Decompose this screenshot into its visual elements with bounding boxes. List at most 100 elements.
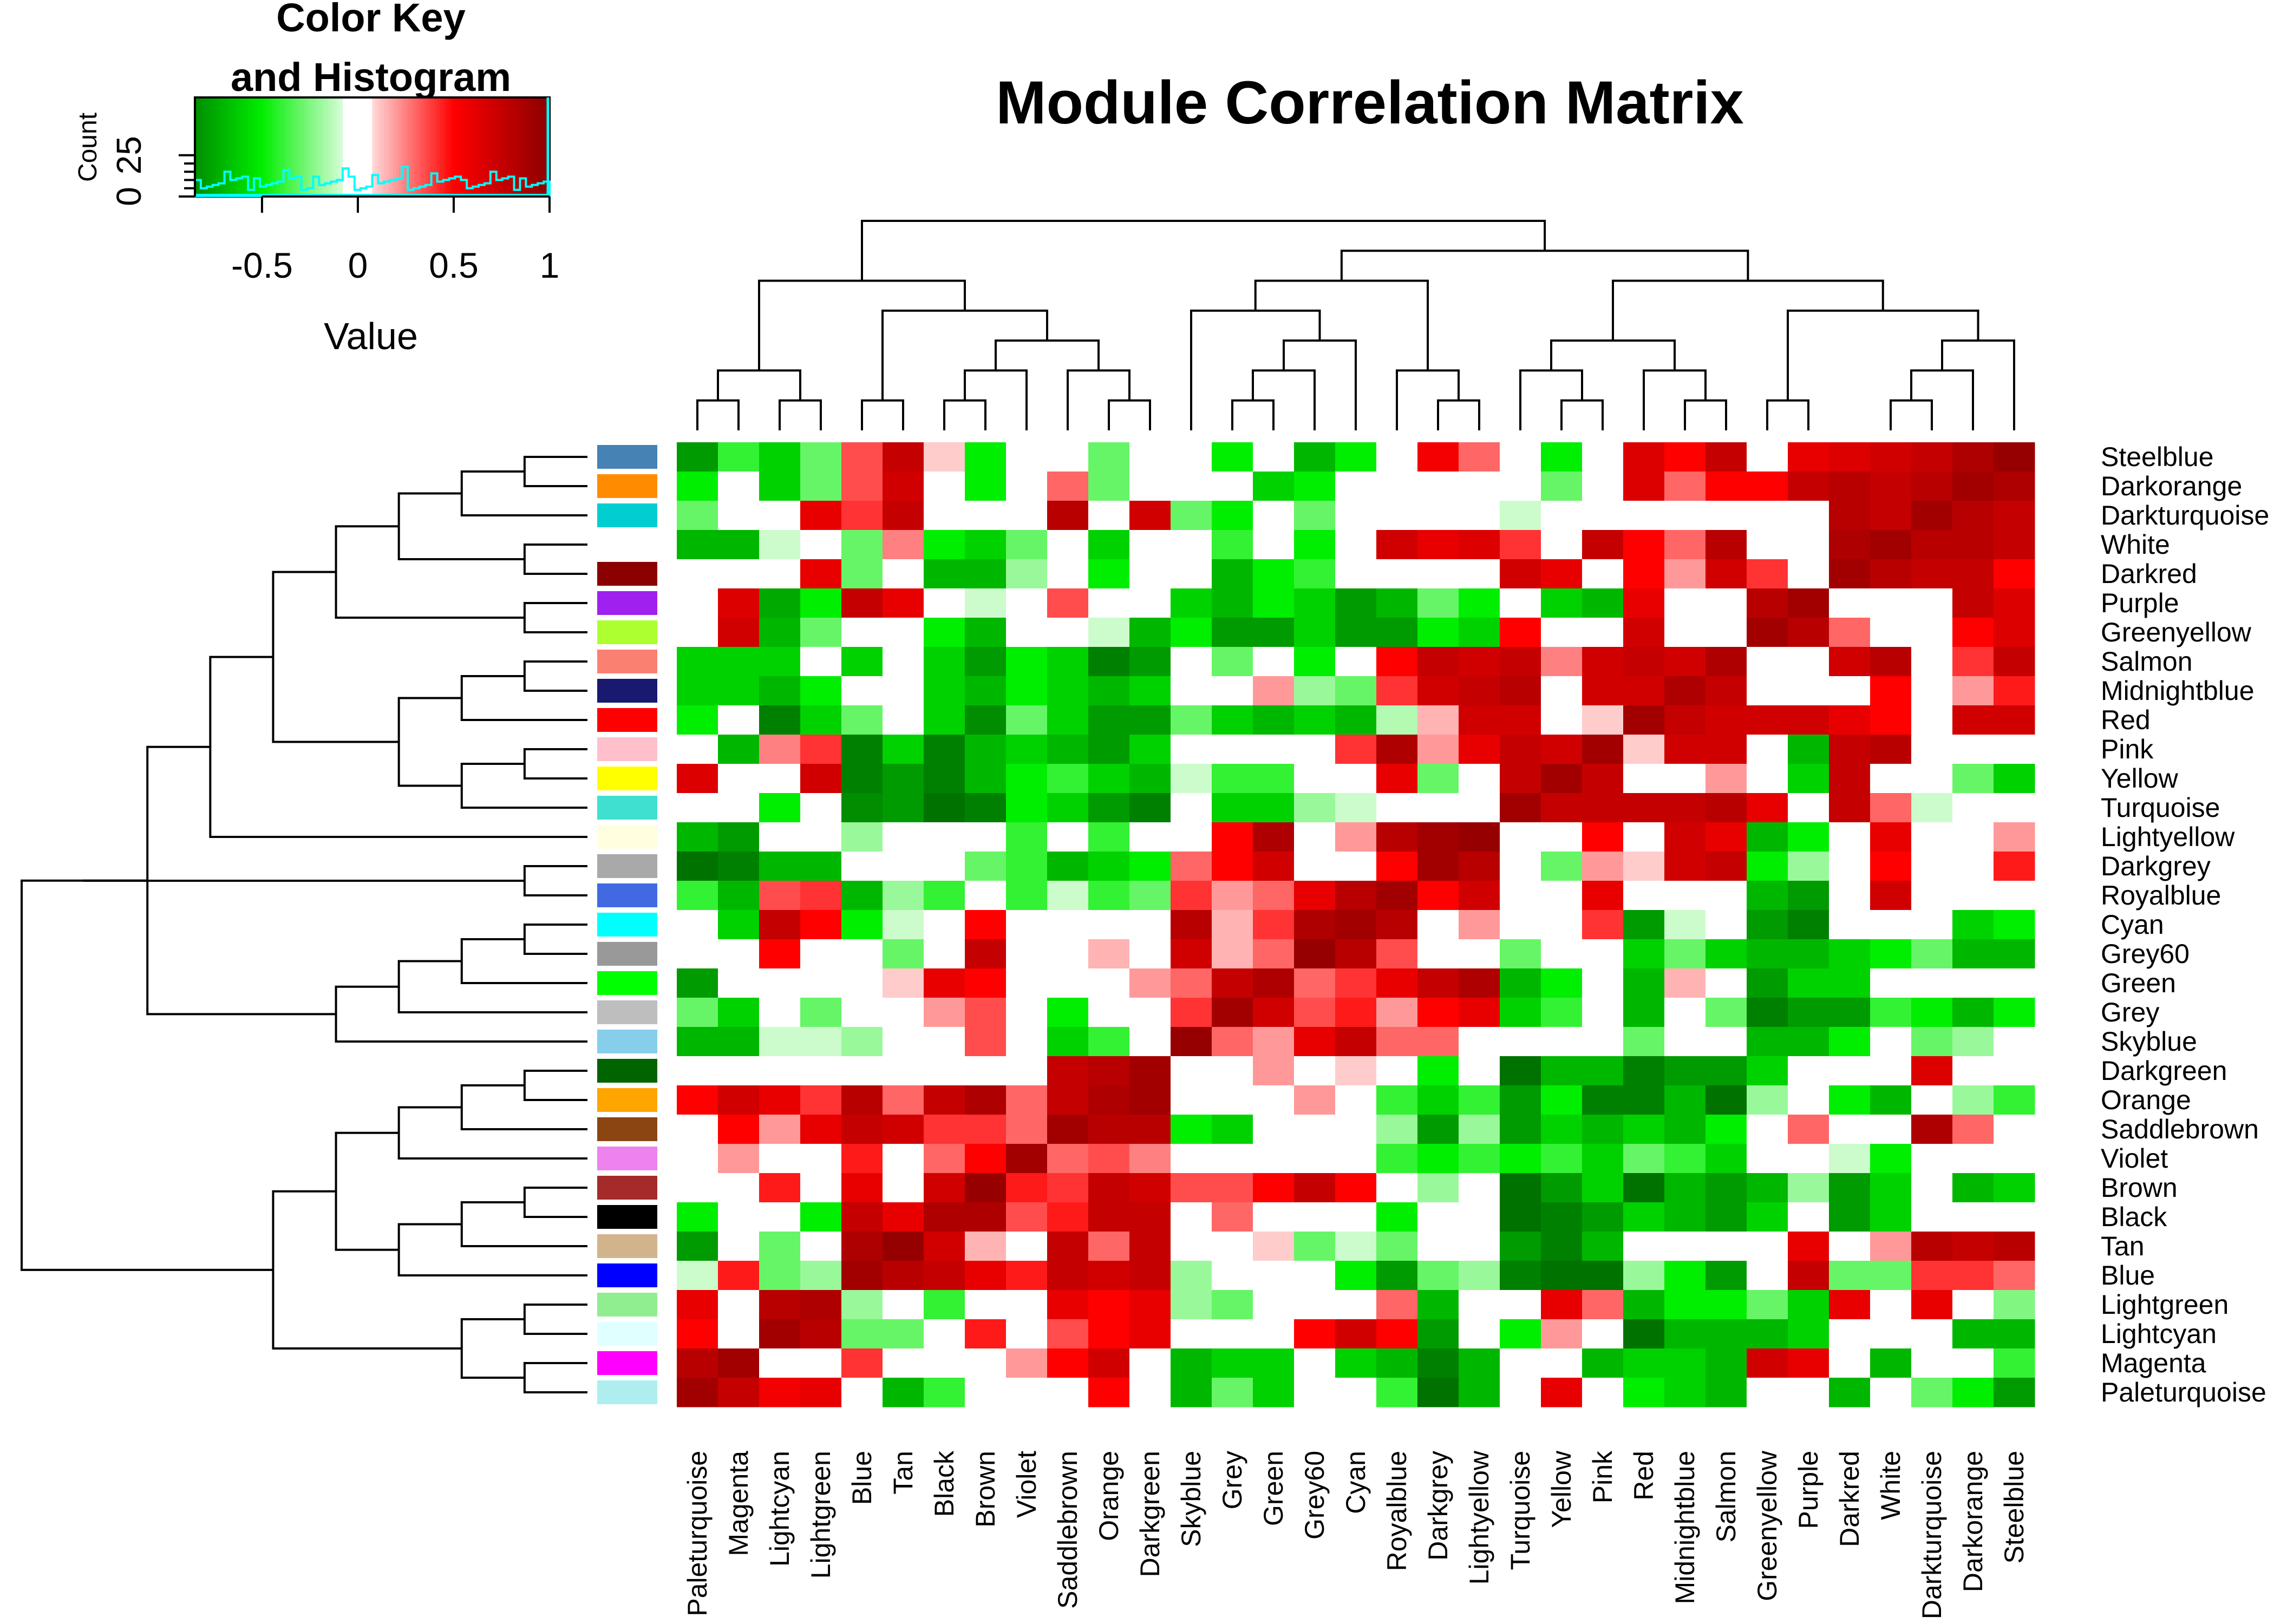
heatmap-cell	[1911, 1085, 1953, 1115]
color-key-band	[369, 97, 373, 197]
row-side-color	[597, 533, 657, 556]
heatmap-cell	[1994, 559, 2035, 589]
heatmap-cell	[1541, 793, 1583, 823]
heatmap-cell	[1623, 472, 1665, 501]
heatmap-cell	[1706, 1290, 1747, 1320]
heatmap-cell	[1911, 588, 1953, 618]
heatmap-cell	[1911, 822, 1953, 852]
heatmap-cell	[800, 1232, 842, 1261]
heatmap-cell	[1952, 1056, 1994, 1086]
heatmap-cell	[1994, 968, 2035, 998]
heatmap-cell	[1294, 501, 1336, 531]
heatmap-cell	[1129, 442, 1171, 472]
row-side-colors	[597, 445, 657, 1404]
color-key-band	[221, 97, 225, 197]
heatmap-cell	[1747, 939, 1788, 969]
heatmap-cell	[1994, 1232, 2035, 1261]
heatmap-cell	[1788, 501, 1829, 531]
heatmap-cell	[1911, 559, 1953, 589]
heatmap-cell	[1376, 1319, 1418, 1349]
row-label: Lightyellow	[2101, 822, 2235, 852]
heatmap-cell	[1417, 618, 1459, 647]
heatmap-cell	[1623, 1378, 1665, 1407]
heatmap-cell	[800, 735, 842, 764]
dendrogram-branch	[1684, 399, 1727, 430]
color-key-band	[298, 97, 302, 197]
heatmap-cell	[1911, 998, 1953, 1027]
heatmap-cell	[759, 1202, 801, 1232]
heatmap-cell	[1129, 1027, 1171, 1057]
heatmap-cell	[924, 1202, 965, 1232]
heatmap-cell	[1171, 472, 1212, 501]
color-key-band	[496, 97, 500, 197]
heatmap-cell	[1253, 1144, 1295, 1174]
color-key-band	[286, 97, 290, 197]
heatmap-cell	[965, 559, 1007, 589]
heatmap-cell	[1376, 1085, 1418, 1115]
heatmap-cell	[924, 764, 965, 794]
heatmap-cell	[759, 618, 801, 647]
heatmap-cell	[1253, 530, 1295, 560]
heatmap-cell	[1253, 501, 1295, 531]
heatmap-cell	[1500, 1085, 1541, 1115]
dendrogram-branch	[1340, 250, 1749, 281]
heatmap-cell	[1623, 1261, 1665, 1291]
heatmap-cell	[1212, 559, 1253, 589]
row-side-color	[597, 1030, 657, 1053]
heatmap-cell	[965, 705, 1007, 735]
heatmap-cell	[1500, 1348, 1541, 1378]
heatmap-cell	[800, 705, 842, 735]
row-labels: SteelblueDarkorangeDarkturquoiseWhiteDar…	[2101, 442, 2269, 1407]
heatmap-cell	[677, 618, 718, 647]
row-label: Pink	[2101, 734, 2154, 764]
heatmap-cell	[883, 1085, 924, 1115]
color-key-band	[239, 97, 243, 197]
heatmap-cell	[1088, 881, 1130, 911]
heatmap-cell	[841, 1085, 883, 1115]
heatmap-cell	[1335, 676, 1377, 706]
heatmap-cell	[677, 793, 718, 823]
heatmap-cell	[1294, 676, 1336, 706]
heatmap-cell	[677, 852, 718, 881]
dendrogram-branch	[335, 525, 525, 619]
heatmap-cell	[677, 764, 718, 794]
heatmap-cell	[1129, 735, 1171, 764]
heatmap-cell	[1500, 1144, 1541, 1174]
heatmap-cell	[965, 588, 1007, 618]
dendrogram-branch	[523, 602, 587, 633]
heatmap-cell	[759, 1027, 801, 1057]
heatmap-cell	[800, 1261, 842, 1291]
heatmap-cell	[1129, 1173, 1171, 1203]
heatmap-cell	[1006, 939, 1048, 969]
heatmap-cell	[1253, 1115, 1295, 1144]
heatmap-cell	[1623, 647, 1665, 677]
heatmap-cell	[1870, 501, 1912, 531]
heatmap-cell	[1171, 1085, 1212, 1115]
heatmap-cell	[1994, 530, 2035, 560]
heatmap-cell	[718, 472, 760, 501]
heatmap-cell	[1335, 1290, 1377, 1320]
heatmap-cell	[1500, 559, 1541, 589]
heatmap-cell	[1212, 1173, 1253, 1203]
heatmap-cell	[1994, 939, 2035, 969]
heatmap-cell	[1047, 910, 1089, 940]
color-key-band	[484, 97, 488, 197]
heatmap-cell	[718, 1232, 760, 1261]
heatmap-cell	[1376, 618, 1418, 647]
heatmap-cell	[1829, 764, 1871, 794]
heatmap-cell	[1500, 472, 1541, 501]
heatmap-cell	[800, 998, 842, 1027]
color-key-band	[449, 97, 453, 197]
column-label: Grey60	[1299, 1451, 1330, 1540]
heatmap-cell	[965, 998, 1007, 1027]
heatmap-cell	[1335, 910, 1377, 940]
row-side-color	[597, 854, 657, 878]
heatmap-cell	[1417, 881, 1459, 911]
heatmap-cell	[1870, 588, 1912, 618]
color-key-band	[493, 97, 497, 197]
heatmap-cell	[1664, 442, 1706, 472]
heatmap-cell	[1747, 1144, 1788, 1174]
row-side-color	[597, 971, 657, 995]
heatmap-cell	[924, 1378, 965, 1407]
heatmap-cell	[1870, 472, 1912, 501]
